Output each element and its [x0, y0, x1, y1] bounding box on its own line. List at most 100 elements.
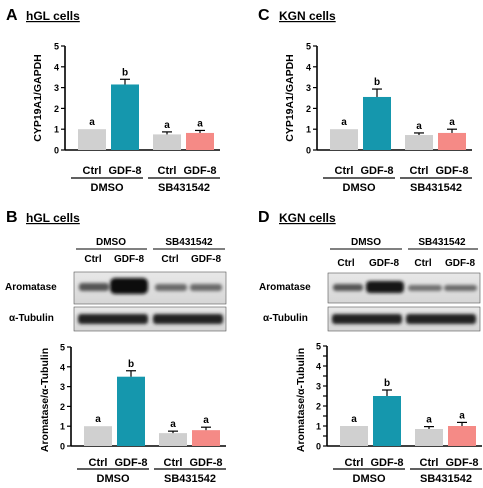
blot-row-label-aromatase: Aromatase: [5, 282, 57, 293]
x-tick-label: GDF-8: [446, 457, 479, 469]
bar: [78, 129, 106, 150]
y-tick-label: 3: [316, 382, 321, 392]
blot-lane-label: Ctrl: [414, 258, 431, 269]
x-tick-label: Ctrl: [335, 165, 354, 177]
panel-letter-c: C: [258, 7, 270, 24]
blot-lane-label: Ctrl: [337, 258, 354, 269]
group-label-dmso: DMSO: [97, 473, 130, 485]
significance-letter: b: [122, 67, 128, 78]
bar: [438, 132, 466, 150]
x-tick-label: Ctrl: [345, 457, 364, 469]
blot-row-label-tubulin: α-Tubulin: [9, 313, 54, 324]
bar: [373, 396, 401, 446]
blot-band: [79, 283, 109, 291]
blot-band: [406, 314, 476, 324]
panel-letter-b: B: [6, 209, 18, 226]
bar: [111, 84, 139, 150]
bar: [159, 433, 187, 446]
western-blot-b: DMSO SB431542 Ctrl GDF-8 Ctrl GDF-8 Arom…: [5, 237, 227, 332]
x-tick-label: Ctrl: [83, 165, 102, 177]
panel-title-d: KGN cells: [279, 211, 336, 225]
y-tick-label: 4: [316, 362, 321, 372]
group-label-sb431542: SB431542: [164, 473, 216, 485]
y-tick-label: 5: [54, 42, 59, 52]
y-axis-label: CYP19A1/GAPDH: [284, 54, 296, 142]
y-tick-label: 3: [60, 382, 65, 392]
panel-title-b: hGL cells: [26, 211, 80, 225]
blot-row-label-tubulin: α-Tubulin: [263, 313, 308, 324]
y-tick-label: 1: [316, 422, 321, 432]
x-tick-label: Ctrl: [158, 165, 177, 177]
y-tick-label: 0: [306, 146, 311, 156]
y-tick-label: 2: [54, 104, 59, 114]
bar: [415, 429, 443, 446]
blot-lane-label: Ctrl: [84, 254, 101, 265]
y-tick-label: 5: [60, 343, 65, 353]
group-label-sb431542: SB431542: [158, 182, 210, 194]
significance-letter: a: [449, 117, 455, 128]
panel-letter-a: A: [6, 7, 18, 24]
x-tick-label: GDF-8: [371, 457, 404, 469]
bar-chart-c: 0 1 2 3 4 5 CYP19A1/GAPDH a Ctrl b GDF-8 a Ctrl a GDF-…: [284, 42, 472, 194]
blot-group-sb431542: SB431542: [165, 237, 213, 248]
blot-lane-label: GDF-8: [445, 258, 475, 269]
x-tick-label: GDF-8: [115, 457, 148, 469]
significance-letter: a: [164, 120, 170, 131]
y-tick-label: 2: [60, 402, 65, 412]
significance-letter: b: [384, 378, 390, 389]
blot-band: [444, 285, 477, 291]
y-tick-label: 5: [306, 42, 311, 52]
blot-band: [366, 281, 404, 293]
significance-letter: a: [95, 414, 101, 425]
y-tick-label: 2: [316, 402, 321, 412]
x-tick-label: GDF-8: [109, 165, 142, 177]
x-tick-label: Ctrl: [420, 457, 439, 469]
bar: [117, 376, 145, 446]
y-tick-label: 4: [60, 362, 65, 372]
y-tick-label: 4: [306, 62, 311, 72]
x-tick-label: Ctrl: [89, 457, 108, 469]
y-axis-label: Aromatase/α-Tubulin: [295, 348, 307, 452]
bar-chart-d: 0 1 2 3 4 5 Aromatase/α-Tubulin a Ctrl b GDF-8 a Ctr…: [295, 342, 482, 485]
significance-letter: a: [426, 415, 432, 426]
bar: [448, 426, 476, 446]
bar-charts: 0 1 2 3 4 5 CYP19A1/GAPDH a Ctrl b GDF-8 a Ctrl a GDF-…: [32, 42, 482, 485]
significance-letter: a: [341, 117, 347, 128]
bar: [153, 134, 181, 150]
y-tick-label: 1: [60, 422, 65, 432]
blot-group-dmso: DMSO: [96, 237, 126, 248]
blot-lane-label: GDF-8: [114, 254, 144, 265]
y-tick-label: 3: [54, 83, 59, 93]
bar: [363, 96, 391, 150]
blot-lane-label: GDF-8: [369, 258, 399, 269]
significance-letter: a: [203, 415, 209, 426]
x-tick-label: GDF-8: [184, 165, 217, 177]
y-tick-label: 1: [306, 125, 311, 135]
panel-letter-d: D: [258, 209, 270, 226]
bar: [84, 426, 112, 446]
x-tick-label: Ctrl: [410, 165, 429, 177]
blot-band: [408, 285, 442, 291]
significance-letter: b: [128, 359, 134, 370]
blot-band: [155, 284, 187, 291]
significance-letter: a: [351, 414, 357, 425]
y-tick-label: 5: [316, 342, 321, 352]
panel-title-a: hGL cells: [26, 9, 80, 23]
significance-letter: a: [170, 419, 176, 430]
blot-band: [333, 284, 363, 291]
blot-band: [190, 284, 222, 291]
group-label-dmso: DMSO: [91, 182, 124, 194]
significance-letter: a: [459, 410, 465, 421]
blot-group-sb431542: SB431542: [418, 237, 466, 248]
bar-chart-a: 0 1 2 3 4 5 CYP19A1/GAPDH a Ctrl b GDF-8 a Ctrl a GDF-…: [32, 42, 220, 194]
bar: [330, 129, 358, 150]
blot-lane-label: Ctrl: [161, 254, 178, 265]
y-tick-label: 4: [54, 62, 59, 72]
significance-letter: a: [197, 118, 203, 129]
x-tick-label: Ctrl: [164, 457, 183, 469]
blot-band: [153, 314, 223, 324]
bar: [340, 426, 368, 446]
western-blot-d: DMSO SB431542 Ctrl GDF-8 Ctrl GDF-8 Arom…: [259, 237, 481, 332]
y-tick-label: 3: [306, 83, 311, 93]
